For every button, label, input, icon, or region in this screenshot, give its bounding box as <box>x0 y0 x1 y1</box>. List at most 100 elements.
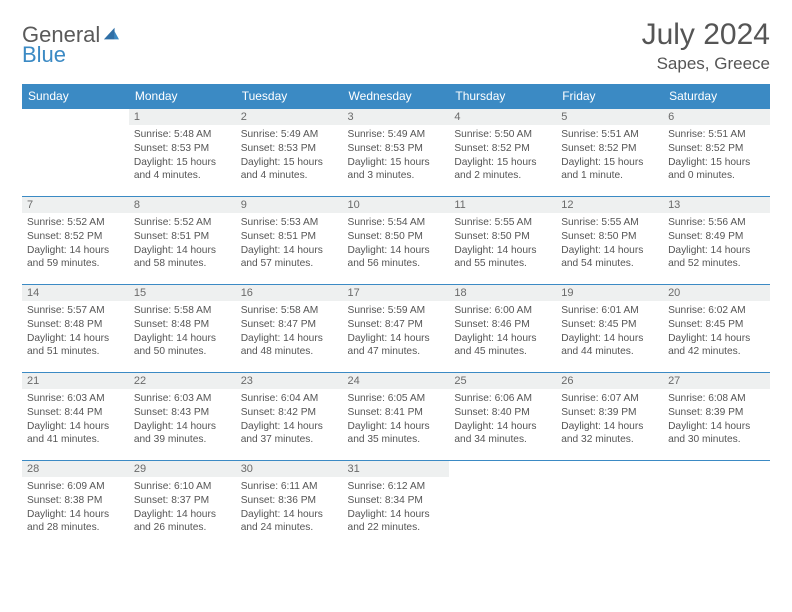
calendar-table: Sunday Monday Tuesday Wednesday Thursday… <box>22 84 770 549</box>
weekday-header: Tuesday <box>236 84 343 109</box>
calendar-day-cell: 16Sunrise: 5:58 AMSunset: 8:47 PMDayligh… <box>236 285 343 373</box>
calendar-day-cell: 13Sunrise: 5:56 AMSunset: 8:49 PMDayligh… <box>663 197 770 285</box>
calendar-day-cell: 23Sunrise: 6:04 AMSunset: 8:42 PMDayligh… <box>236 373 343 461</box>
day-details: Sunrise: 6:04 AMSunset: 8:42 PMDaylight:… <box>236 389 343 451</box>
calendar-day-cell: 9Sunrise: 5:53 AMSunset: 8:51 PMDaylight… <box>236 197 343 285</box>
day-number: 5 <box>556 109 663 125</box>
calendar-day-cell: 8Sunrise: 5:52 AMSunset: 8:51 PMDaylight… <box>129 197 236 285</box>
weekday-header: Friday <box>556 84 663 109</box>
day-details: Sunrise: 6:00 AMSunset: 8:46 PMDaylight:… <box>449 301 556 363</box>
calendar-day-cell <box>22 109 129 197</box>
day-number: 14 <box>22 285 129 301</box>
day-details: Sunrise: 5:49 AMSunset: 8:53 PMDaylight:… <box>236 125 343 187</box>
calendar-day-cell: 2Sunrise: 5:49 AMSunset: 8:53 PMDaylight… <box>236 109 343 197</box>
day-details: Sunrise: 5:51 AMSunset: 8:52 PMDaylight:… <box>663 125 770 187</box>
calendar-week-row: 28Sunrise: 6:09 AMSunset: 8:38 PMDayligh… <box>22 461 770 549</box>
day-number: 30 <box>236 461 343 477</box>
calendar-day-cell: 7Sunrise: 5:52 AMSunset: 8:52 PMDaylight… <box>22 197 129 285</box>
day-number: 3 <box>343 109 450 125</box>
day-details: Sunrise: 5:50 AMSunset: 8:52 PMDaylight:… <box>449 125 556 187</box>
day-details: Sunrise: 5:56 AMSunset: 8:49 PMDaylight:… <box>663 213 770 275</box>
day-details: Sunrise: 5:58 AMSunset: 8:48 PMDaylight:… <box>129 301 236 363</box>
day-details: Sunrise: 6:06 AMSunset: 8:40 PMDaylight:… <box>449 389 556 451</box>
title-block: July 2024 Sapes, Greece <box>642 18 770 74</box>
header: GeneralBlue July 2024 Sapes, Greece <box>22 18 770 74</box>
day-number: 1 <box>129 109 236 125</box>
day-number: 11 <box>449 197 556 213</box>
day-details: Sunrise: 6:05 AMSunset: 8:41 PMDaylight:… <box>343 389 450 451</box>
calendar-day-cell: 6Sunrise: 5:51 AMSunset: 8:52 PMDaylight… <box>663 109 770 197</box>
calendar-day-cell: 1Sunrise: 5:48 AMSunset: 8:53 PMDaylight… <box>129 109 236 197</box>
weekday-header: Thursday <box>449 84 556 109</box>
day-details: Sunrise: 6:10 AMSunset: 8:37 PMDaylight:… <box>129 477 236 539</box>
calendar-day-cell: 27Sunrise: 6:08 AMSunset: 8:39 PMDayligh… <box>663 373 770 461</box>
calendar-day-cell: 5Sunrise: 5:51 AMSunset: 8:52 PMDaylight… <box>556 109 663 197</box>
day-number: 20 <box>663 285 770 301</box>
day-number: 6 <box>663 109 770 125</box>
calendar-day-cell: 21Sunrise: 6:03 AMSunset: 8:44 PMDayligh… <box>22 373 129 461</box>
day-details: Sunrise: 6:11 AMSunset: 8:36 PMDaylight:… <box>236 477 343 539</box>
calendar-week-row: 14Sunrise: 5:57 AMSunset: 8:48 PMDayligh… <box>22 285 770 373</box>
logo-sail-icon <box>102 26 120 46</box>
calendar-day-cell: 3Sunrise: 5:49 AMSunset: 8:53 PMDaylight… <box>343 109 450 197</box>
calendar-day-cell: 18Sunrise: 6:00 AMSunset: 8:46 PMDayligh… <box>449 285 556 373</box>
calendar-day-cell <box>556 461 663 549</box>
day-number: 27 <box>663 373 770 389</box>
logo-text-blue: Blue <box>22 44 120 66</box>
calendar-day-cell: 11Sunrise: 5:55 AMSunset: 8:50 PMDayligh… <box>449 197 556 285</box>
calendar-day-cell: 20Sunrise: 6:02 AMSunset: 8:45 PMDayligh… <box>663 285 770 373</box>
calendar-week-row: 21Sunrise: 6:03 AMSunset: 8:44 PMDayligh… <box>22 373 770 461</box>
day-details: Sunrise: 5:55 AMSunset: 8:50 PMDaylight:… <box>556 213 663 275</box>
day-number: 23 <box>236 373 343 389</box>
day-number: 19 <box>556 285 663 301</box>
day-details: Sunrise: 5:59 AMSunset: 8:47 PMDaylight:… <box>343 301 450 363</box>
day-details: Sunrise: 5:55 AMSunset: 8:50 PMDaylight:… <box>449 213 556 275</box>
day-details: Sunrise: 6:07 AMSunset: 8:39 PMDaylight:… <box>556 389 663 451</box>
calendar-day-cell: 17Sunrise: 5:59 AMSunset: 8:47 PMDayligh… <box>343 285 450 373</box>
calendar-day-cell: 24Sunrise: 6:05 AMSunset: 8:41 PMDayligh… <box>343 373 450 461</box>
day-details: Sunrise: 5:49 AMSunset: 8:53 PMDaylight:… <box>343 125 450 187</box>
calendar-day-cell: 25Sunrise: 6:06 AMSunset: 8:40 PMDayligh… <box>449 373 556 461</box>
calendar-week-row: 7Sunrise: 5:52 AMSunset: 8:52 PMDaylight… <box>22 197 770 285</box>
day-number: 22 <box>129 373 236 389</box>
day-details: Sunrise: 5:52 AMSunset: 8:51 PMDaylight:… <box>129 213 236 275</box>
location: Sapes, Greece <box>642 54 770 74</box>
day-number: 4 <box>449 109 556 125</box>
day-details: Sunrise: 5:57 AMSunset: 8:48 PMDaylight:… <box>22 301 129 363</box>
calendar-day-cell: 26Sunrise: 6:07 AMSunset: 8:39 PMDayligh… <box>556 373 663 461</box>
calendar-day-cell: 12Sunrise: 5:55 AMSunset: 8:50 PMDayligh… <box>556 197 663 285</box>
weekday-header: Sunday <box>22 84 129 109</box>
day-number: 8 <box>129 197 236 213</box>
weekday-header-row: Sunday Monday Tuesday Wednesday Thursday… <box>22 84 770 109</box>
calendar-day-cell <box>663 461 770 549</box>
day-details: Sunrise: 6:02 AMSunset: 8:45 PMDaylight:… <box>663 301 770 363</box>
day-number: 12 <box>556 197 663 213</box>
day-number: 29 <box>129 461 236 477</box>
day-number: 15 <box>129 285 236 301</box>
day-details: Sunrise: 5:58 AMSunset: 8:47 PMDaylight:… <box>236 301 343 363</box>
day-number: 28 <box>22 461 129 477</box>
weekday-header: Saturday <box>663 84 770 109</box>
month-title: July 2024 <box>642 18 770 52</box>
day-details: Sunrise: 6:09 AMSunset: 8:38 PMDaylight:… <box>22 477 129 539</box>
day-number: 21 <box>22 373 129 389</box>
calendar-day-cell: 22Sunrise: 6:03 AMSunset: 8:43 PMDayligh… <box>129 373 236 461</box>
calendar-week-row: 1Sunrise: 5:48 AMSunset: 8:53 PMDaylight… <box>22 109 770 197</box>
day-number: 13 <box>663 197 770 213</box>
calendar-day-cell: 31Sunrise: 6:12 AMSunset: 8:34 PMDayligh… <box>343 461 450 549</box>
calendar-body: 1Sunrise: 5:48 AMSunset: 8:53 PMDaylight… <box>22 109 770 549</box>
weekday-header: Monday <box>129 84 236 109</box>
day-number: 9 <box>236 197 343 213</box>
day-number: 25 <box>449 373 556 389</box>
day-details: Sunrise: 6:12 AMSunset: 8:34 PMDaylight:… <box>343 477 450 539</box>
day-details: Sunrise: 5:51 AMSunset: 8:52 PMDaylight:… <box>556 125 663 187</box>
calendar-day-cell: 29Sunrise: 6:10 AMSunset: 8:37 PMDayligh… <box>129 461 236 549</box>
weekday-header: Wednesday <box>343 84 450 109</box>
day-number: 2 <box>236 109 343 125</box>
day-details: Sunrise: 6:03 AMSunset: 8:43 PMDaylight:… <box>129 389 236 451</box>
day-number: 17 <box>343 285 450 301</box>
day-details: Sunrise: 6:03 AMSunset: 8:44 PMDaylight:… <box>22 389 129 451</box>
calendar-day-cell: 4Sunrise: 5:50 AMSunset: 8:52 PMDaylight… <box>449 109 556 197</box>
day-number: 31 <box>343 461 450 477</box>
day-number: 24 <box>343 373 450 389</box>
